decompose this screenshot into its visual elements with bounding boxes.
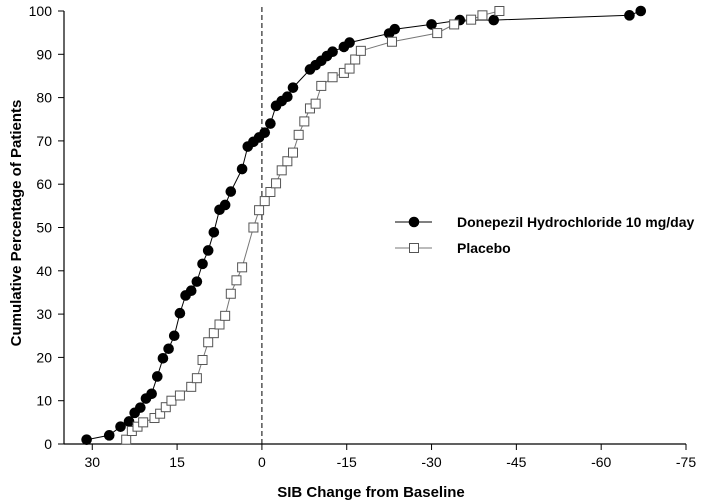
data-point-donepezil xyxy=(265,118,276,129)
data-point-placebo xyxy=(276,165,287,176)
y-tick-label: 40 xyxy=(36,263,52,279)
data-point-donepezil xyxy=(157,352,169,364)
data-point-donepezil xyxy=(488,14,500,26)
y-tick-label: 60 xyxy=(36,176,52,192)
data-point-placebo xyxy=(203,337,214,348)
legend: Donepezil Hydrochloride 10 mg/day Placeb… xyxy=(395,214,694,256)
data-point-placebo xyxy=(197,354,208,365)
x-tick-label: -15 xyxy=(337,454,357,470)
data-point-donepezil xyxy=(197,258,208,270)
data-point-donepezil xyxy=(236,163,248,175)
data-point-donepezil xyxy=(389,23,401,35)
y-tick-label: 70 xyxy=(36,133,52,149)
data-point-donepezil xyxy=(282,91,293,103)
data-point-placebo xyxy=(386,36,397,47)
data-point-donepezil xyxy=(208,226,220,238)
data-point-placebo xyxy=(254,205,265,216)
data-point-donepezil xyxy=(152,371,163,382)
data-point-placebo xyxy=(293,129,304,140)
x-tick-label: 30 xyxy=(84,454,100,470)
data-point-donepezil xyxy=(146,388,157,400)
series-layer xyxy=(81,5,647,445)
data-point-placebo xyxy=(166,395,177,406)
x-axis-ticks: 30 15 0 -15 -30 -45 -60 -75 xyxy=(84,444,696,470)
y-tick-label: 50 xyxy=(36,220,52,236)
series-line-placebo xyxy=(125,10,500,440)
y-axis-title: Cumulative Percentage of Patients xyxy=(8,100,25,347)
y-tick-label: 20 xyxy=(36,349,52,365)
y-tick-label: 30 xyxy=(36,306,52,322)
legend-label-donepezil: Donepezil Hydrochloride 10 mg/day xyxy=(457,214,694,230)
data-point-placebo xyxy=(138,417,149,428)
data-point-placebo xyxy=(259,196,270,207)
x-tick-label: -45 xyxy=(506,454,526,470)
data-point-placebo xyxy=(231,275,242,286)
data-point-placebo xyxy=(327,72,338,83)
data-point-placebo xyxy=(271,178,282,189)
y-tick-label: 0 xyxy=(44,436,52,452)
data-point-placebo xyxy=(155,408,166,419)
data-point-donepezil xyxy=(135,402,146,413)
data-point-donepezil xyxy=(123,416,135,427)
x-tick-label: -30 xyxy=(421,454,441,470)
data-point-donepezil xyxy=(259,127,271,138)
x-tick-label: 15 xyxy=(169,454,185,470)
data-point-placebo xyxy=(214,319,225,330)
data-point-donepezil xyxy=(202,245,214,256)
data-point-placebo xyxy=(316,80,327,91)
y-tick-label: 80 xyxy=(36,90,52,106)
data-point-donepezil xyxy=(635,5,647,17)
legend-marker-donepezil xyxy=(408,216,420,228)
data-point-placebo xyxy=(121,434,132,445)
data-point-placebo xyxy=(186,381,197,392)
y-tick-label: 10 xyxy=(36,393,52,409)
data-point-donepezil xyxy=(174,307,186,319)
data-point-donepezil xyxy=(344,37,355,48)
data-point-donepezil xyxy=(225,186,237,197)
data-point-placebo xyxy=(220,310,231,321)
data-point-donepezil xyxy=(168,330,180,342)
data-point-placebo xyxy=(310,98,321,109)
data-point-placebo xyxy=(160,402,171,413)
y-tick-label: 100 xyxy=(29,3,53,19)
data-point-placebo xyxy=(282,156,293,167)
data-point-placebo xyxy=(191,373,202,384)
data-point-placebo xyxy=(494,6,505,16)
legend-label-placebo: Placebo xyxy=(457,240,511,256)
data-point-placebo xyxy=(477,10,488,21)
data-point-donepezil xyxy=(185,285,197,297)
data-point-placebo xyxy=(248,222,259,233)
data-point-placebo xyxy=(355,45,366,56)
data-point-placebo xyxy=(299,116,310,127)
data-point-placebo xyxy=(449,19,460,30)
legend-marker-placebo xyxy=(409,243,419,253)
data-point-placebo xyxy=(288,147,299,158)
data-point-placebo xyxy=(208,328,219,339)
data-point-placebo xyxy=(237,262,248,273)
x-tick-label: 0 xyxy=(258,454,266,470)
data-point-donepezil xyxy=(426,19,437,30)
data-point-donepezil xyxy=(163,343,174,355)
data-point-donepezil xyxy=(327,46,338,58)
data-point-placebo xyxy=(432,28,443,39)
data-point-donepezil xyxy=(103,430,115,441)
data-point-placebo xyxy=(466,14,477,25)
data-point-placebo xyxy=(265,186,276,197)
y-tick-label: 90 xyxy=(36,46,52,62)
data-point-donepezil xyxy=(287,82,299,93)
data-point-donepezil xyxy=(219,199,231,211)
data-point-placebo xyxy=(344,63,355,74)
data-point-placebo xyxy=(225,288,236,299)
data-point-placebo xyxy=(350,54,361,65)
data-point-donepezil xyxy=(81,434,92,445)
data-point-placebo xyxy=(174,390,185,401)
y-axis-ticks: 0 10 20 30 40 50 60 70 80 90 100 xyxy=(29,3,64,452)
x-axis-title: SIB Change from Baseline xyxy=(277,484,465,501)
x-tick-label: -75 xyxy=(676,454,696,470)
data-point-donepezil xyxy=(191,276,203,287)
x-tick-label: -60 xyxy=(591,454,611,470)
data-point-donepezil xyxy=(115,421,126,432)
data-point-donepezil xyxy=(624,10,635,21)
